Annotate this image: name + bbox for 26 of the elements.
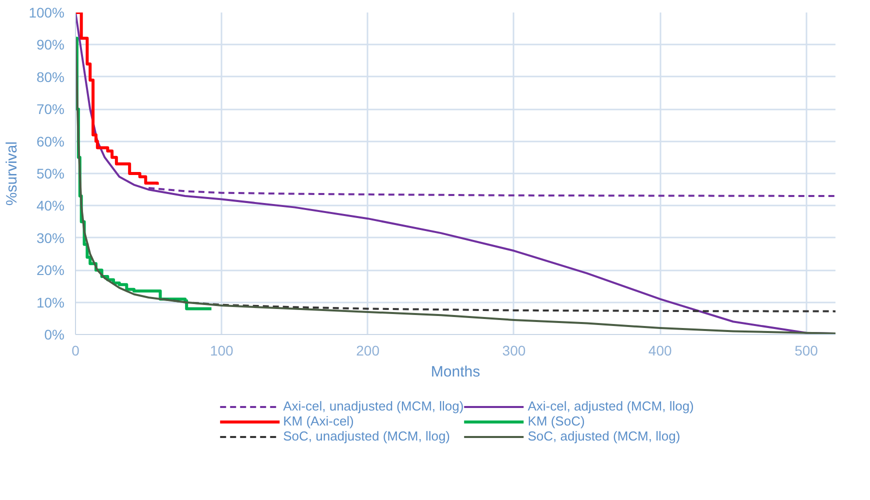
y-tick-label: 80% <box>36 68 65 85</box>
y-tick-label: 50% <box>36 166 65 182</box>
y-axis-title: %survival <box>4 141 21 206</box>
y-tick-label: 60% <box>36 133 65 150</box>
y-tick-label: 100% <box>28 4 65 20</box>
x-tick-label: 0 <box>72 342 80 358</box>
legend-label: Axi-cel, adjusted (MCM, llog) <box>528 398 694 414</box>
y-tick-label: 40% <box>36 198 65 214</box>
x-axis-title: Months <box>430 364 480 380</box>
legend-label: Axi-cel, unadjusted (MCM, llog) <box>283 398 464 414</box>
x-tick-label: 300 <box>502 342 526 358</box>
x-tick-label: 200 <box>356 342 380 358</box>
y-tick-label: 70% <box>36 101 65 118</box>
y-tick-label: 20% <box>36 262 65 278</box>
x-tick-label: 500 <box>794 342 818 358</box>
line-series <box>162 298 836 312</box>
x-tick-label: 400 <box>648 342 672 358</box>
legend-label: SoC, unadjusted (MCM, llog) <box>283 428 450 444</box>
legend-label: KM (SoC) <box>528 414 585 428</box>
y-tick-label: 30% <box>36 230 65 246</box>
y-tick-label: 10% <box>36 294 65 310</box>
legend-label: KM (Axi-cel) <box>283 414 354 428</box>
legend-label: SoC, adjusted (MCM, llog) <box>528 428 680 444</box>
x-tick-label: 100 <box>210 342 234 358</box>
y-tick-label: 90% <box>36 36 65 53</box>
y-tick-label: 0% <box>44 326 64 342</box>
